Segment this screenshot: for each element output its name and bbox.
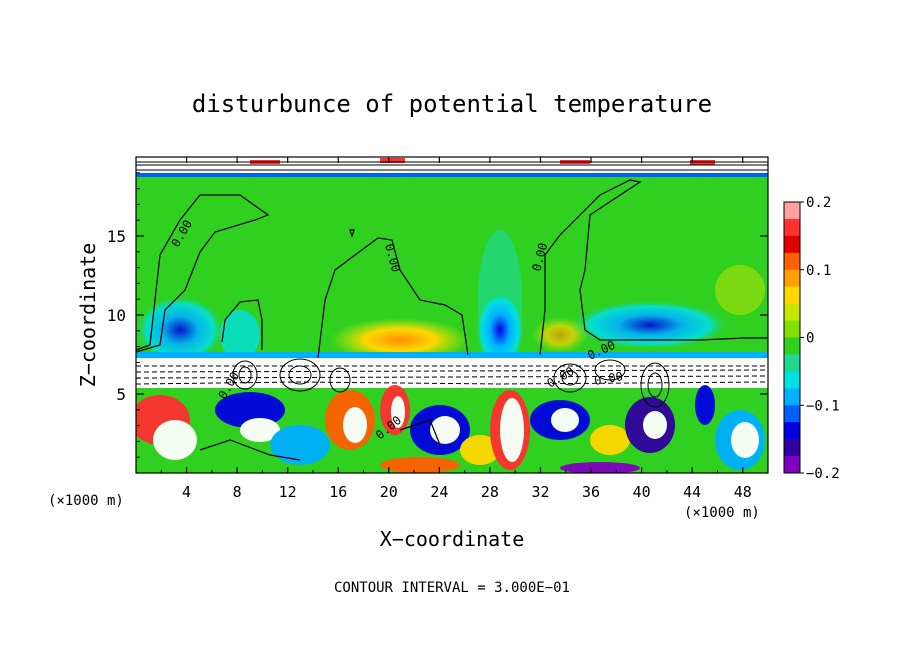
colorbar-tick-label: 0.2 — [806, 195, 831, 211]
x-unit-left: (×1000 m) — [48, 493, 124, 509]
x-tick-label: 40 — [633, 483, 651, 501]
x-tick-label: 44 — [683, 483, 701, 501]
colorbar-swatch — [784, 337, 800, 355]
heatmap-field: 0.00 0.00 0.00 0.00 0.00 0.00 0.00 0.00 — [136, 157, 768, 473]
colorbar-tick-label: −0.1 — [806, 398, 840, 414]
x-tick-label: 48 — [734, 483, 752, 501]
y-tick-label: 5 — [116, 385, 126, 404]
colorbar-swatch — [784, 269, 800, 288]
colorbar-tick-label: −0.2 — [806, 466, 840, 482]
y-tick-label: 15 — [107, 227, 126, 246]
colorbar-swatch — [784, 252, 800, 271]
chart-title: disturbunce of potential temperature — [192, 90, 712, 118]
y-axis-label: Z−coordinate — [76, 243, 100, 388]
colorbar-swatch — [784, 354, 800, 372]
colorbar-swatch — [784, 388, 800, 406]
x-tick-label: 32 — [531, 483, 549, 501]
colorbar-swatch — [784, 422, 800, 440]
x-axis-label: X−coordinate — [380, 527, 525, 551]
colorbar-swatch — [784, 439, 800, 457]
colorbar-tick-label: 0.1 — [806, 263, 831, 279]
x-unit-right: (×1000 m) — [684, 505, 760, 521]
colorbar-tick-label: 0 — [806, 331, 814, 347]
colorbar-swatch — [784, 218, 800, 237]
x-tick-label: 16 — [329, 483, 347, 501]
y-axis: 5 10 15 — [107, 172, 768, 458]
contour-interval-note: CONTOUR INTERVAL = 3.000E−01 — [334, 580, 570, 596]
x-axis: 4 8 12 16 20 24 28 32 36 40 44 48 — [160, 157, 752, 501]
colorbar-swatch — [784, 202, 800, 220]
y-tick-label: 10 — [107, 306, 126, 325]
x-tick-label: 12 — [279, 483, 297, 501]
colorbar-swatch — [784, 320, 800, 338]
x-tick-label: 36 — [582, 483, 600, 501]
contour-label: 0.00 — [593, 369, 624, 388]
x-tick-label: 8 — [233, 483, 242, 501]
x-tick-label: 20 — [380, 483, 398, 501]
colorbar-swatch — [784, 303, 800, 322]
x-tick-label: 4 — [182, 483, 191, 501]
colorbar-swatch — [784, 456, 800, 474]
colorbar-swatch — [784, 371, 800, 389]
x-tick-label: 28 — [481, 483, 499, 501]
colorbar-swatch — [784, 286, 800, 305]
colorbar: 0.2 0.1 0 −0.1 −0.2 — [783, 195, 840, 482]
colorbar-swatch — [784, 405, 800, 423]
x-tick-label: 24 — [430, 483, 448, 501]
colorbar-swatch — [784, 235, 800, 254]
